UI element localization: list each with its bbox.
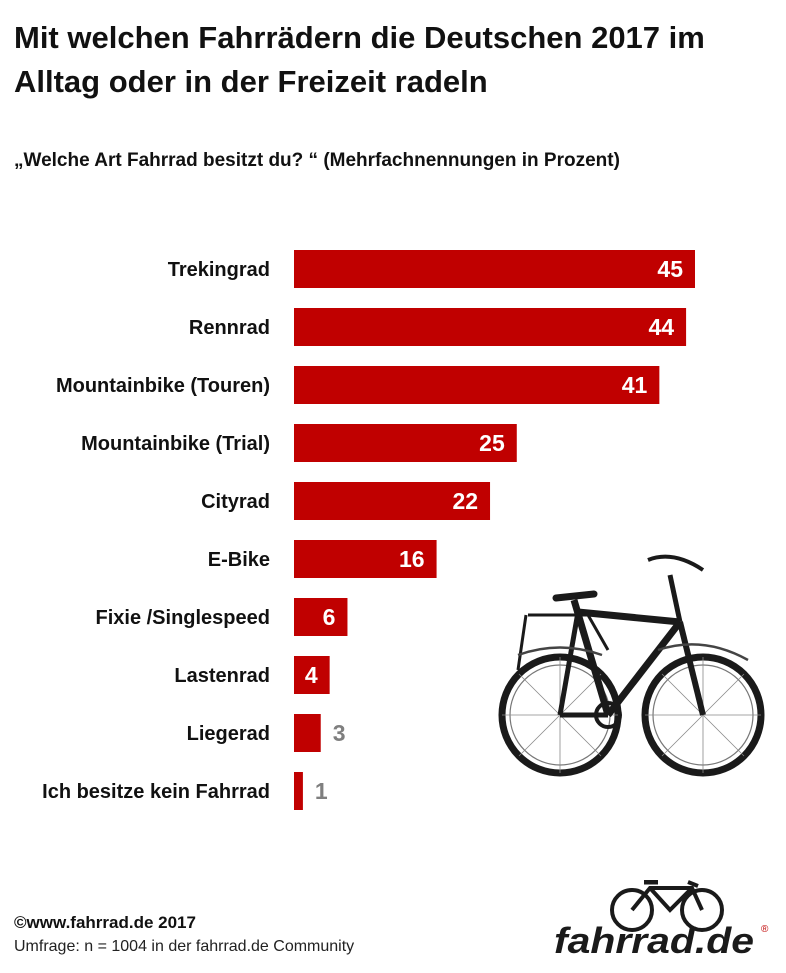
bar [294,540,437,578]
category-label: Liegerad [187,723,270,745]
category-label: Lastenrad [174,665,270,687]
bar [294,424,517,462]
logo-text: fahrrad.de [554,920,754,961]
category-label: Cityrad [201,491,270,513]
trekking-bike-icon [498,554,765,777]
data-label: 1 [315,778,328,804]
bar [294,656,330,694]
category-label: Mountainbike (Trial) [81,433,270,455]
fahrrad-logo[interactable]: fahrrad.de ® [552,880,777,965]
data-label: 4 [305,662,318,688]
category-label: Fixie /Singlespeed [95,607,270,629]
chart-subtitle: „Welche Art Fahrrad besitzt du? “ (Mehrf… [14,150,620,171]
data-label: 41 [622,372,648,398]
data-label: 6 [323,604,336,630]
category-label: Rennrad [189,317,270,339]
registered-mark: ® [761,924,769,935]
category-label: Mountainbike (Touren) [56,375,270,397]
bar [294,250,695,288]
data-label: 3 [333,720,346,746]
data-label: 44 [648,314,674,340]
bar [294,598,348,636]
bar-chart: Trekingrad 45 Rennrad 44 Mountainbike (Toure… [42,250,695,810]
data-label: 25 [479,430,505,456]
category-label: Trekingrad [168,259,270,281]
data-label: 45 [657,256,683,282]
bar [294,482,491,520]
category-label: E-Bike [208,549,270,571]
bar [294,308,687,346]
copyright-text: ©www.fahrrad.de 2017 [14,913,196,932]
chart-title: Mit welchen Fahrrädern die Deutschen 201… [14,20,705,99]
data-label: 22 [452,488,478,514]
bar [294,366,660,404]
bicycle-icon [610,880,724,932]
bar [294,772,303,810]
data-label: 16 [399,546,425,572]
category-label: Ich besitze kein Fahrrad [42,781,270,803]
survey-note: Umfrage: n = 1004 in der fahrrad.de Comm… [14,938,355,955]
bar [294,714,321,752]
